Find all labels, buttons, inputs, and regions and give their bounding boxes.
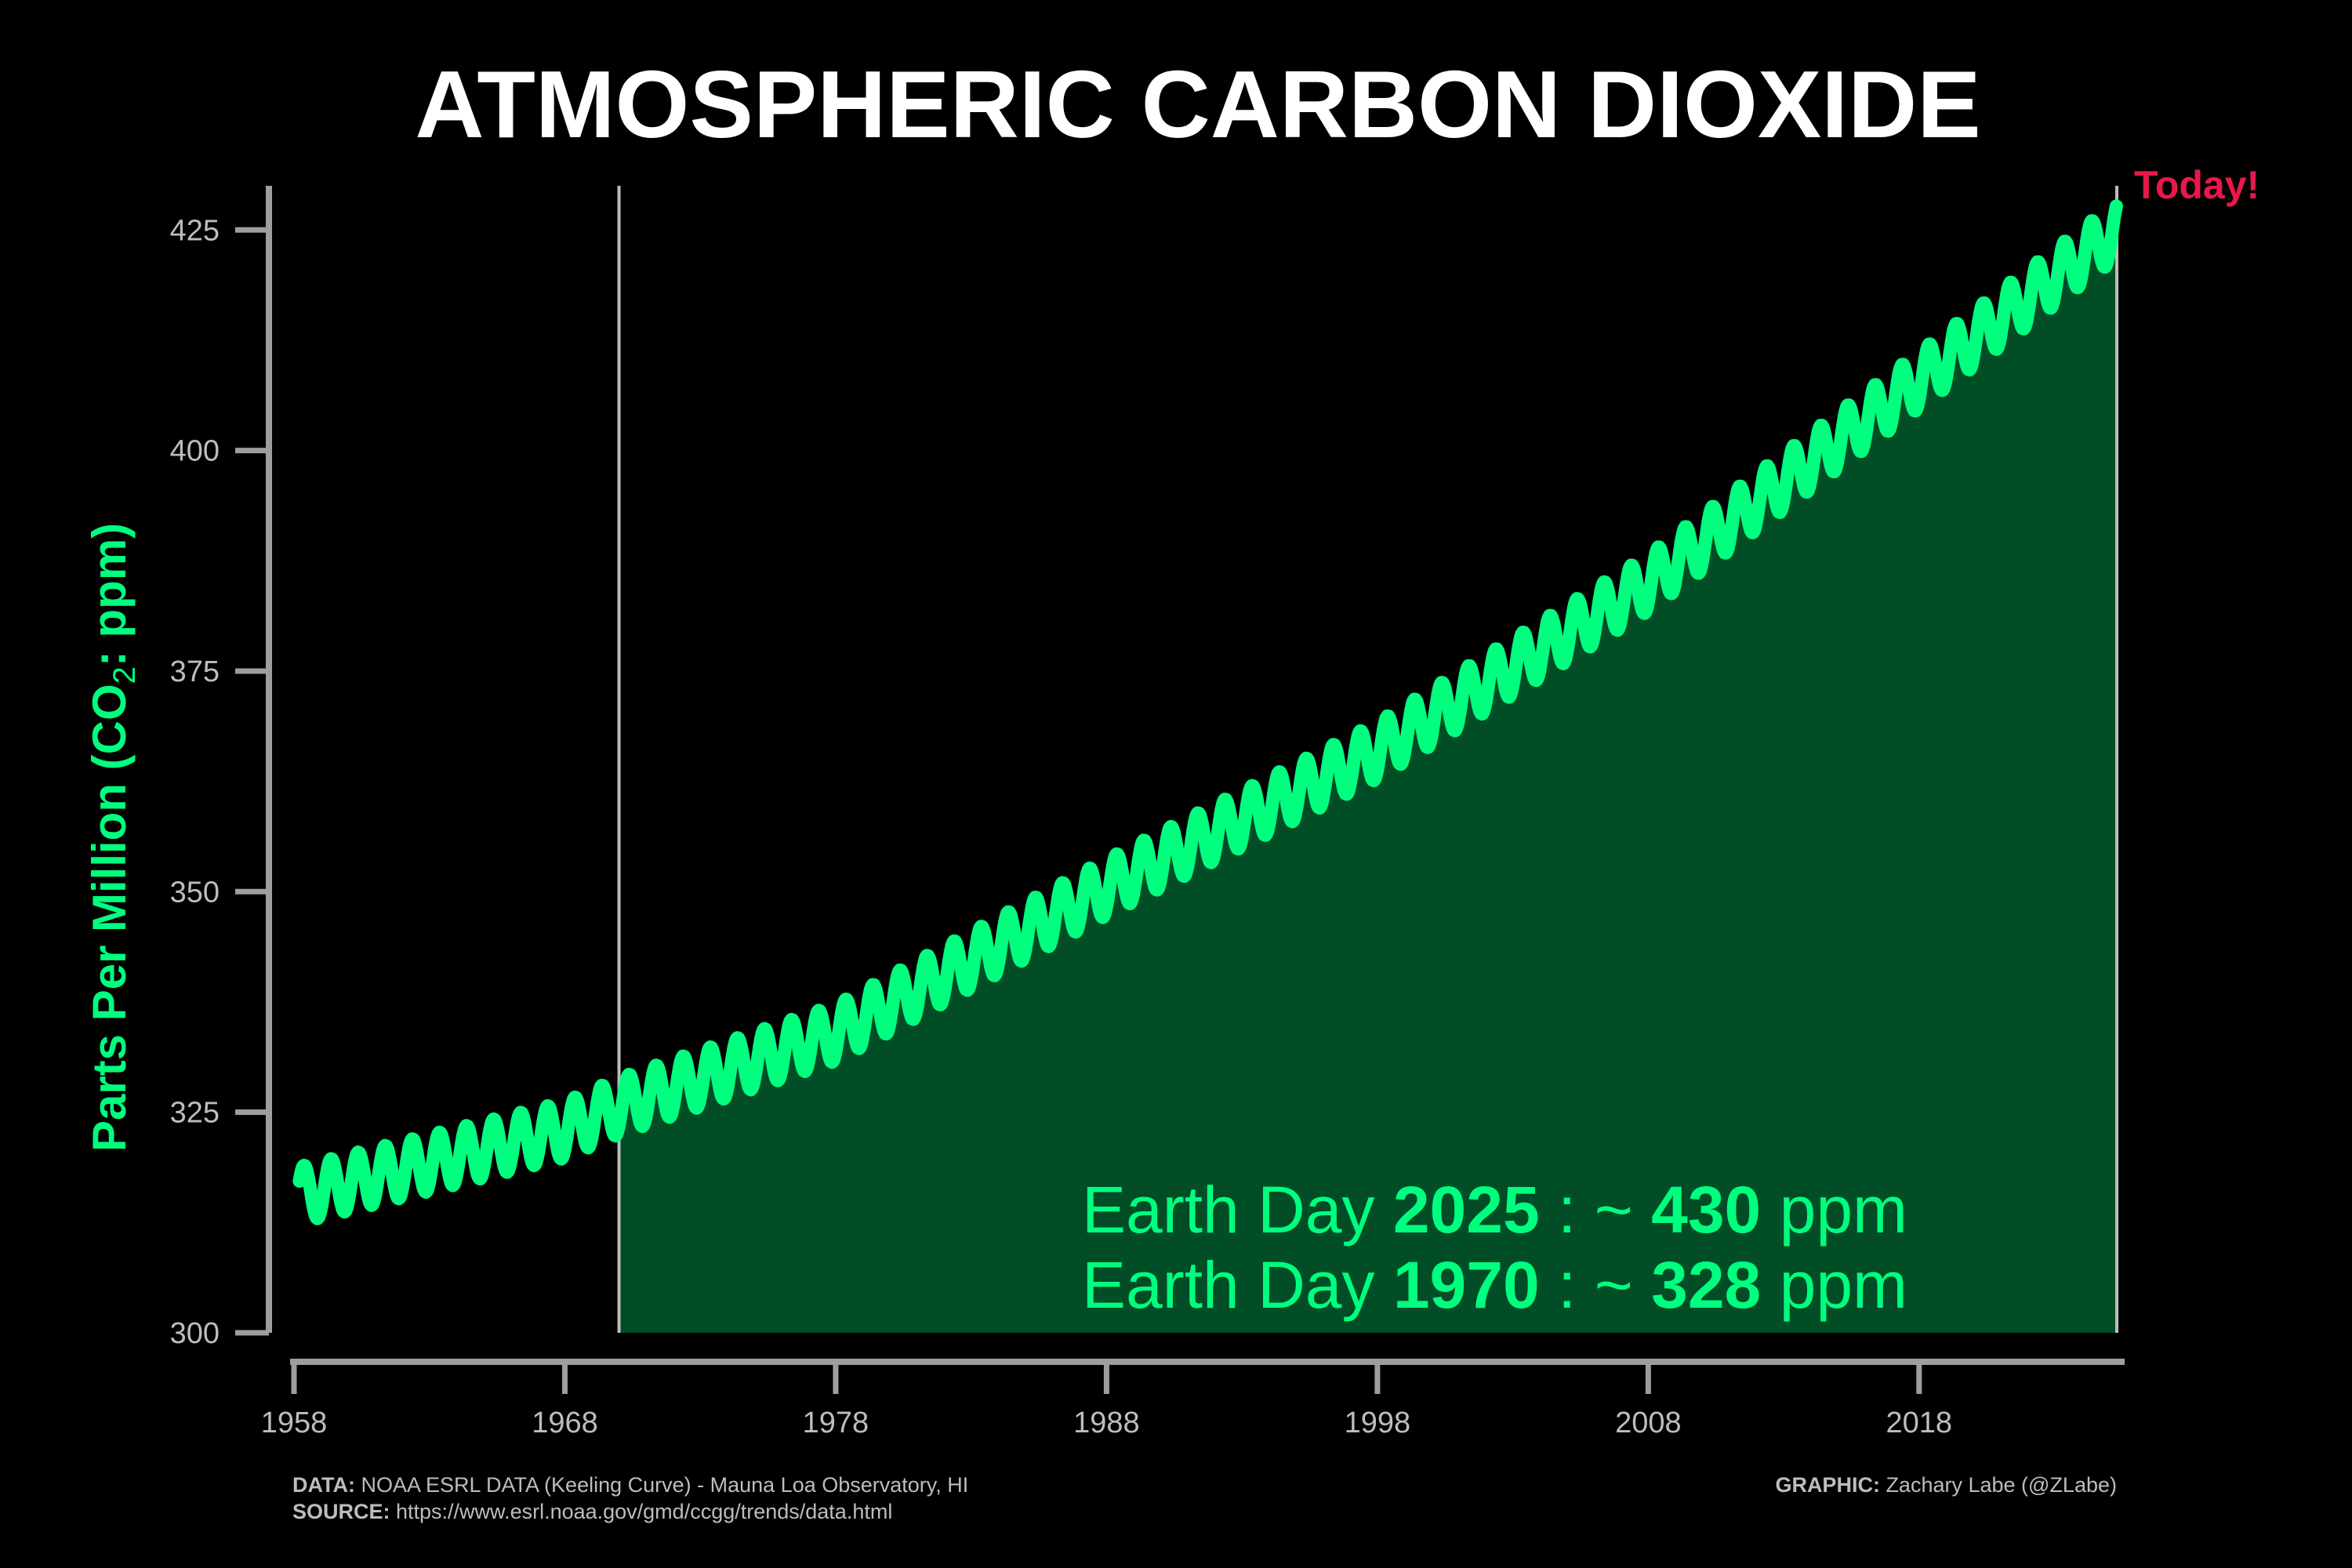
annotation-1970-unit: ppm	[1761, 1248, 1907, 1322]
y-tick-label: 325	[170, 1097, 220, 1130]
annotation-1970-prefix: Earth Day	[1082, 1248, 1393, 1322]
y-label-tail: : ppm)	[83, 523, 136, 666]
chart-title: ATMOSPHERIC CARBON DIOXIDE	[415, 51, 1980, 158]
x-tick-label: 1998	[1345, 1406, 1411, 1439]
annotation-2025-value: 430	[1651, 1173, 1761, 1247]
y-tick-label: 400	[170, 435, 220, 468]
footer-data-label: DATA:	[292, 1473, 355, 1497]
annotation-1970-sep: : ~	[1540, 1248, 1651, 1322]
annotation-2025-prefix: Earth Day	[1082, 1173, 1393, 1247]
plot-area	[292, 186, 2123, 1333]
x-tick-label: 1978	[803, 1406, 869, 1439]
co2-series-line	[292, 199, 2123, 1225]
y-tick-label: 375	[170, 655, 220, 688]
today-annotation: Today!	[2134, 163, 2259, 207]
x-tick-label: 2018	[1886, 1406, 1953, 1439]
axes: 300 325 350 375 400 425 1958 1968 1978 1988 1998 20…	[170, 186, 2125, 1439]
y-tick-label: 300	[170, 1317, 220, 1350]
footer-source-line: SOURCE: https://www.esrl.noaa.gov/gmd/cc…	[292, 1498, 968, 1525]
annotation-2025-sep: : ~	[1540, 1173, 1651, 1247]
footer-graphic-label: GRAPHIC:	[1775, 1473, 1880, 1497]
x-tick-label: 2008	[1615, 1406, 1682, 1439]
y-label-subscript: 2	[107, 666, 142, 684]
annotation-earth-day-1970: Earth Day 1970 : ~ 328 ppm	[1082, 1248, 1907, 1322]
y-label-main: Parts Per Million (CO	[83, 684, 136, 1152]
footer-data-source: DATA: NOAA ESRL DATA (Keeling Curve) - M…	[292, 1472, 968, 1525]
x-tick-label: 1958	[261, 1406, 328, 1439]
svg-text:Parts Per Million (CO2: ppm): Parts Per Million (CO2: ppm)	[83, 523, 142, 1152]
y-axis-label: Parts Per Million (CO2: ppm)	[83, 523, 142, 1152]
annotation-2025-unit: ppm	[1761, 1173, 1907, 1247]
annotation-1970-year: 1970	[1393, 1248, 1540, 1322]
footer-data-line: DATA: NOAA ESRL DATA (Keeling Curve) - M…	[292, 1472, 968, 1498]
footer-data-text: NOAA ESRL DATA (Keeling Curve) - Mauna L…	[354, 1473, 969, 1497]
footer-source-text: https://www.esrl.noaa.gov/gmd/ccgg/trend…	[390, 1500, 893, 1523]
annotation-earth-day-2025: Earth Day 2025 : ~ 430 ppm	[1082, 1173, 1907, 1247]
x-tick-label: 1988	[1073, 1406, 1140, 1439]
y-tick-label: 350	[170, 876, 220, 909]
y-tick-label: 425	[170, 214, 220, 247]
annotation-2025-year: 2025	[1393, 1173, 1540, 1247]
footer-source-label: SOURCE:	[292, 1500, 390, 1523]
x-tick-label: 1968	[532, 1406, 598, 1439]
annotation-1970-value: 328	[1651, 1248, 1761, 1322]
footer-graphic-credit: GRAPHIC: Zachary Labe (@ZLabe)	[1775, 1472, 2117, 1498]
footer-graphic-text: Zachary Labe (@ZLabe)	[1879, 1473, 2117, 1497]
